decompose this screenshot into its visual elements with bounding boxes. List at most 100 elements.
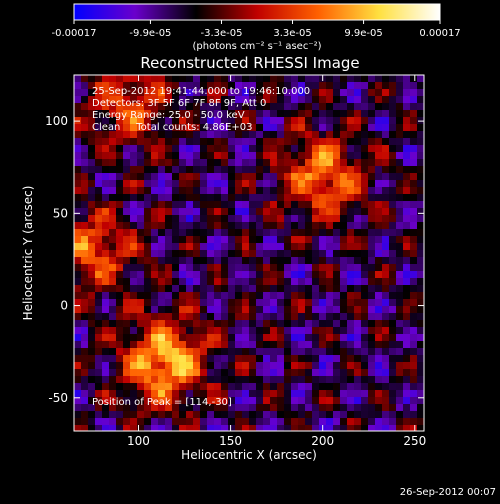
heatmap-cell bbox=[389, 334, 396, 341]
heatmap-cell bbox=[102, 390, 109, 397]
heatmap-cell bbox=[361, 327, 368, 334]
heatmap-cell bbox=[403, 376, 410, 383]
heatmap-cell bbox=[361, 194, 368, 201]
heatmap-cell bbox=[340, 383, 347, 390]
heatmap-cell bbox=[263, 138, 270, 145]
heatmap-cell bbox=[228, 215, 235, 222]
heatmap-cell bbox=[179, 264, 186, 271]
heatmap-cell bbox=[144, 257, 151, 264]
heatmap-cell bbox=[326, 320, 333, 327]
heatmap-cell bbox=[305, 264, 312, 271]
heatmap-cell bbox=[123, 96, 130, 103]
heatmap-cell bbox=[123, 243, 130, 250]
heatmap-cell bbox=[172, 257, 179, 264]
heatmap-cell bbox=[158, 194, 165, 201]
heatmap-cell bbox=[298, 103, 305, 110]
heatmap-cell bbox=[81, 299, 88, 306]
heatmap-cell bbox=[249, 292, 256, 299]
heatmap-cell bbox=[221, 124, 228, 131]
heatmap-cell bbox=[74, 222, 81, 229]
heatmap-cell bbox=[74, 243, 81, 250]
heatmap-cell bbox=[361, 82, 368, 89]
heatmap-cell bbox=[193, 229, 200, 236]
heatmap-cell bbox=[277, 117, 284, 124]
heatmap-cell bbox=[214, 96, 221, 103]
heatmap-cell bbox=[144, 229, 151, 236]
heatmap-cell bbox=[235, 103, 242, 110]
heatmap-cell bbox=[228, 82, 235, 89]
heatmap-cell bbox=[151, 159, 158, 166]
heatmap-cell bbox=[298, 243, 305, 250]
heatmap-cell bbox=[326, 376, 333, 383]
heatmap-cell bbox=[179, 152, 186, 159]
heatmap-cell bbox=[410, 299, 417, 306]
heatmap-cell bbox=[74, 250, 81, 257]
heatmap-cell bbox=[158, 369, 165, 376]
heatmap-cell bbox=[88, 341, 95, 348]
heatmap-cell bbox=[200, 334, 207, 341]
heatmap-cell bbox=[200, 145, 207, 152]
heatmap-cell bbox=[354, 229, 361, 236]
heatmap-cell bbox=[179, 257, 186, 264]
heatmap-cell bbox=[144, 390, 151, 397]
heatmap-cell bbox=[396, 110, 403, 117]
heatmap-cell bbox=[172, 96, 179, 103]
heatmap-cell bbox=[270, 201, 277, 208]
heatmap-cell bbox=[158, 425, 165, 431]
heatmap-cell bbox=[165, 355, 172, 362]
heatmap-cell bbox=[221, 257, 228, 264]
heatmap-cell bbox=[347, 215, 354, 222]
heatmap-cell bbox=[158, 362, 165, 369]
heatmap-cell bbox=[410, 208, 417, 215]
heatmap-cell bbox=[382, 327, 389, 334]
heatmap-cell bbox=[396, 341, 403, 348]
heatmap-cell bbox=[130, 96, 137, 103]
heatmap-cell bbox=[95, 96, 102, 103]
heatmap-cell bbox=[172, 124, 179, 131]
heatmap-cell bbox=[368, 341, 375, 348]
heatmap-cell bbox=[207, 411, 214, 418]
heatmap-cell bbox=[116, 201, 123, 208]
heatmap-cell bbox=[221, 306, 228, 313]
heatmap-cell bbox=[347, 327, 354, 334]
heatmap-cell bbox=[179, 222, 186, 229]
heatmap-cell bbox=[354, 369, 361, 376]
heatmap-cell bbox=[249, 390, 256, 397]
heatmap-cell bbox=[389, 411, 396, 418]
heatmap-cell bbox=[123, 110, 130, 117]
heatmap-cell bbox=[340, 82, 347, 89]
heatmap-cell bbox=[410, 138, 417, 145]
heatmap-cell bbox=[298, 390, 305, 397]
heatmap-cell bbox=[74, 201, 81, 208]
heatmap-cell bbox=[256, 341, 263, 348]
heatmap-cell bbox=[165, 348, 172, 355]
heatmap-cell bbox=[347, 229, 354, 236]
heatmap-cell bbox=[158, 341, 165, 348]
heatmap-cell bbox=[165, 404, 172, 411]
heatmap-cell bbox=[319, 362, 326, 369]
x-tick-label: 150 bbox=[219, 434, 242, 448]
heatmap-cell bbox=[396, 117, 403, 124]
heatmap-cell bbox=[312, 390, 319, 397]
heatmap-cell bbox=[242, 348, 249, 355]
heatmap-cell bbox=[144, 306, 151, 313]
heatmap-cell bbox=[214, 418, 221, 425]
heatmap-cell bbox=[158, 418, 165, 425]
heatmap-cell bbox=[109, 369, 116, 376]
heatmap-cell bbox=[172, 278, 179, 285]
heatmap-cell bbox=[81, 383, 88, 390]
heatmap-cell bbox=[109, 89, 116, 96]
heatmap-cell bbox=[102, 418, 109, 425]
heatmap-cell bbox=[284, 187, 291, 194]
heatmap-cell bbox=[228, 236, 235, 243]
heatmap-cell bbox=[137, 208, 144, 215]
heatmap-cell bbox=[312, 425, 319, 431]
heatmap-cell bbox=[396, 369, 403, 376]
heatmap-cell bbox=[417, 320, 424, 327]
heatmap-cell bbox=[284, 138, 291, 145]
heatmap-cell bbox=[403, 82, 410, 89]
heatmap-cell bbox=[123, 229, 130, 236]
heatmap-cell bbox=[333, 383, 340, 390]
heatmap-cell bbox=[151, 257, 158, 264]
heatmap-cell bbox=[207, 187, 214, 194]
